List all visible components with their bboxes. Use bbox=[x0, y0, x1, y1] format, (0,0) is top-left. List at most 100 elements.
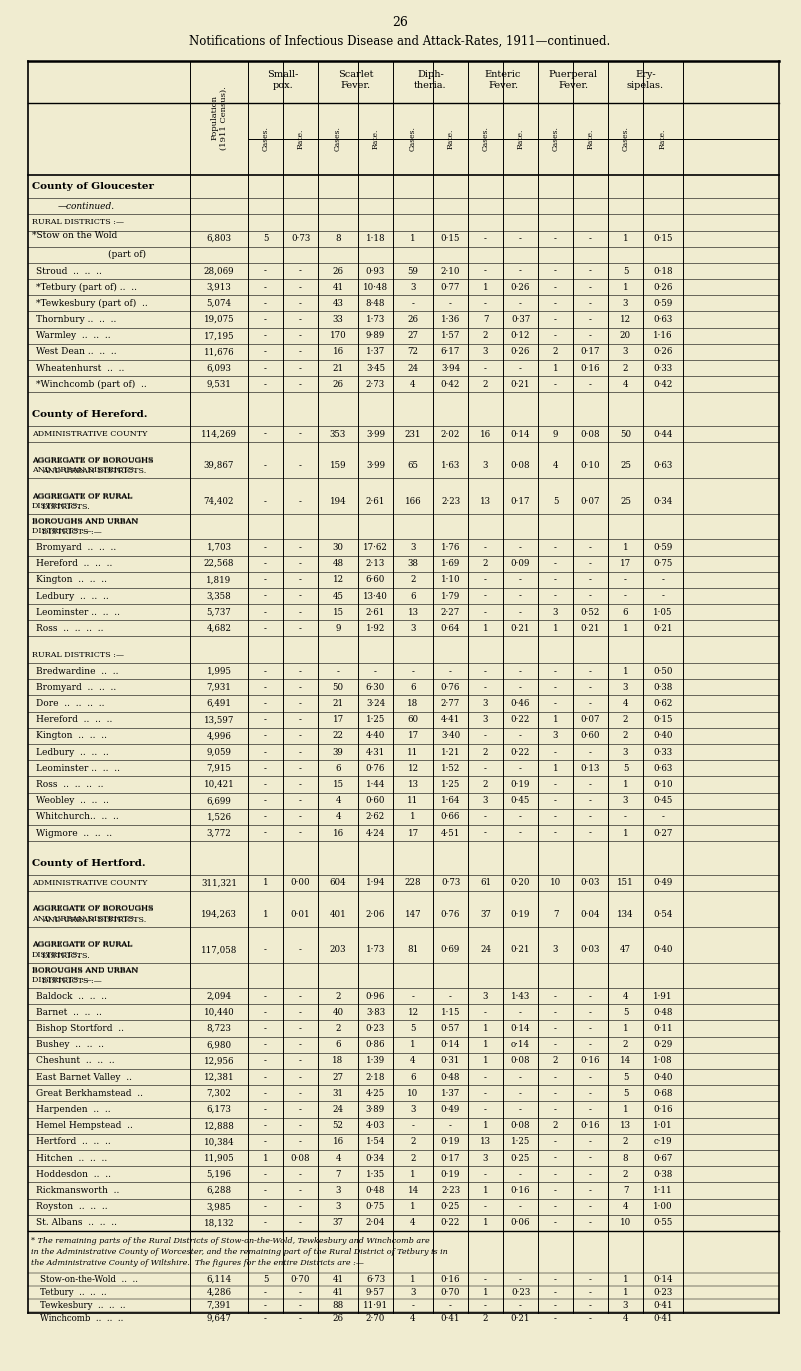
Text: -: - bbox=[264, 1121, 267, 1130]
Text: 0·17: 0·17 bbox=[511, 496, 530, 506]
Text: -: - bbox=[589, 1202, 592, 1211]
Text: 0·29: 0·29 bbox=[654, 1041, 673, 1049]
Text: -: - bbox=[299, 1024, 302, 1034]
Text: -: - bbox=[299, 559, 302, 568]
Text: 1: 1 bbox=[622, 666, 628, 676]
Text: 21: 21 bbox=[332, 363, 344, 373]
Text: -: - bbox=[412, 299, 414, 308]
Text: 1: 1 bbox=[622, 1024, 628, 1034]
Text: Cheshunt  ..  ..  ..: Cheshunt .. .. .. bbox=[36, 1057, 115, 1065]
Text: 0·70: 0·70 bbox=[291, 1275, 310, 1285]
Text: -: - bbox=[519, 828, 522, 838]
Text: 1: 1 bbox=[622, 1287, 628, 1297]
Text: 5: 5 bbox=[622, 266, 628, 276]
Text: 1·54: 1·54 bbox=[366, 1138, 385, 1146]
Text: 0·23: 0·23 bbox=[366, 1024, 385, 1034]
Text: 11,905: 11,905 bbox=[203, 1153, 235, 1163]
Text: Leominster ..  ..  ..: Leominster .. .. .. bbox=[36, 607, 120, 617]
Text: 2,094: 2,094 bbox=[207, 991, 231, 1001]
Text: -: - bbox=[554, 1024, 557, 1034]
Text: c·19: c·19 bbox=[654, 1138, 672, 1146]
Text: 3: 3 bbox=[483, 716, 488, 724]
Text: 0·14: 0·14 bbox=[441, 1041, 461, 1049]
Text: -: - bbox=[374, 666, 377, 676]
Text: 6: 6 bbox=[622, 607, 628, 617]
Text: 11: 11 bbox=[408, 747, 419, 757]
Text: -: - bbox=[264, 1169, 267, 1179]
Text: 1·25: 1·25 bbox=[511, 1138, 530, 1146]
Text: 1·10: 1·10 bbox=[441, 576, 461, 584]
Text: 6,093: 6,093 bbox=[207, 363, 231, 373]
Text: 3·89: 3·89 bbox=[366, 1105, 385, 1115]
Text: 1: 1 bbox=[483, 1057, 489, 1065]
Text: 6: 6 bbox=[336, 764, 340, 773]
Text: 5,196: 5,196 bbox=[207, 1169, 231, 1179]
Text: -: - bbox=[519, 576, 522, 584]
Text: -: - bbox=[449, 299, 452, 308]
Text: 12: 12 bbox=[620, 315, 631, 324]
Text: 25: 25 bbox=[620, 496, 631, 506]
Text: -: - bbox=[662, 576, 665, 584]
Text: Cases.: Cases. bbox=[552, 126, 560, 151]
Text: Barnet  ..  ..  ..: Barnet .. .. .. bbox=[36, 1008, 102, 1017]
Text: -: - bbox=[554, 1041, 557, 1049]
Text: 7: 7 bbox=[483, 315, 489, 324]
Text: -: - bbox=[589, 266, 592, 276]
Text: 3,913: 3,913 bbox=[207, 282, 231, 292]
Text: Tewkesbury  ..  ..  ..: Tewkesbury .. .. .. bbox=[40, 1301, 126, 1311]
Text: 0·37: 0·37 bbox=[511, 315, 530, 324]
Text: 21: 21 bbox=[332, 699, 344, 707]
Text: 13·40: 13·40 bbox=[363, 591, 388, 600]
Text: 0·73: 0·73 bbox=[291, 234, 310, 243]
Text: 6·73: 6·73 bbox=[366, 1275, 385, 1285]
Text: -: - bbox=[299, 1301, 302, 1311]
Text: 159: 159 bbox=[330, 461, 346, 470]
Text: -: - bbox=[589, 332, 592, 340]
Text: -: - bbox=[484, 1072, 487, 1082]
Text: West Dean ..  ..  ..: West Dean .. .. .. bbox=[36, 347, 117, 356]
Text: -: - bbox=[264, 716, 267, 724]
Text: 5: 5 bbox=[263, 1275, 268, 1285]
Text: 3·45: 3·45 bbox=[366, 363, 385, 373]
Text: Rate.: Rate. bbox=[372, 129, 380, 149]
Text: 1·37: 1·37 bbox=[441, 1089, 460, 1098]
Text: 117,058: 117,058 bbox=[201, 946, 237, 954]
Text: 1,526: 1,526 bbox=[207, 813, 231, 821]
Text: -: - bbox=[554, 1105, 557, 1115]
Text: 0·06: 0·06 bbox=[511, 1219, 530, 1227]
Text: 0·76: 0·76 bbox=[441, 683, 461, 692]
Text: 1·79: 1·79 bbox=[441, 591, 461, 600]
Text: -: - bbox=[299, 1072, 302, 1082]
Text: 0·19: 0·19 bbox=[511, 909, 530, 919]
Text: -: - bbox=[589, 1089, 592, 1098]
Text: 33: 33 bbox=[332, 315, 344, 324]
Text: Population
(1911 Census).: Population (1911 Census). bbox=[211, 86, 227, 149]
Text: 50: 50 bbox=[620, 429, 631, 439]
Text: -: - bbox=[589, 1169, 592, 1179]
Text: 0·00: 0·00 bbox=[291, 879, 310, 887]
Text: 0·27: 0·27 bbox=[654, 828, 673, 838]
Text: 5: 5 bbox=[622, 764, 628, 773]
Text: Whitchurch..  ..  ..: Whitchurch.. .. .. bbox=[36, 813, 119, 821]
Text: 0·55: 0·55 bbox=[654, 1219, 673, 1227]
Text: BOROUGHS AND URBAN: BOROUGHS AND URBAN bbox=[32, 965, 139, 973]
Text: -: - bbox=[519, 363, 522, 373]
Text: 2: 2 bbox=[553, 1057, 558, 1065]
Text: 3: 3 bbox=[336, 1202, 340, 1211]
Text: 1·69: 1·69 bbox=[441, 559, 461, 568]
Text: AND URBAN DISTRICTS.: AND URBAN DISTRICTS. bbox=[42, 916, 147, 924]
Text: 1,819: 1,819 bbox=[207, 576, 231, 584]
Text: 1·15: 1·15 bbox=[441, 1008, 461, 1017]
Text: -: - bbox=[589, 1153, 592, 1163]
Text: 0·49: 0·49 bbox=[441, 1105, 461, 1115]
Text: 1: 1 bbox=[483, 1186, 489, 1196]
Text: 17: 17 bbox=[408, 732, 419, 740]
Text: -: - bbox=[299, 299, 302, 308]
Text: -: - bbox=[519, 666, 522, 676]
Text: -: - bbox=[519, 299, 522, 308]
Text: -: - bbox=[449, 666, 452, 676]
Text: Wheatenhurst  ..  ..: Wheatenhurst .. .. bbox=[36, 363, 124, 373]
Text: Cases.: Cases. bbox=[409, 126, 417, 151]
Text: 9·57: 9·57 bbox=[366, 1287, 385, 1297]
Text: 18: 18 bbox=[408, 699, 419, 707]
